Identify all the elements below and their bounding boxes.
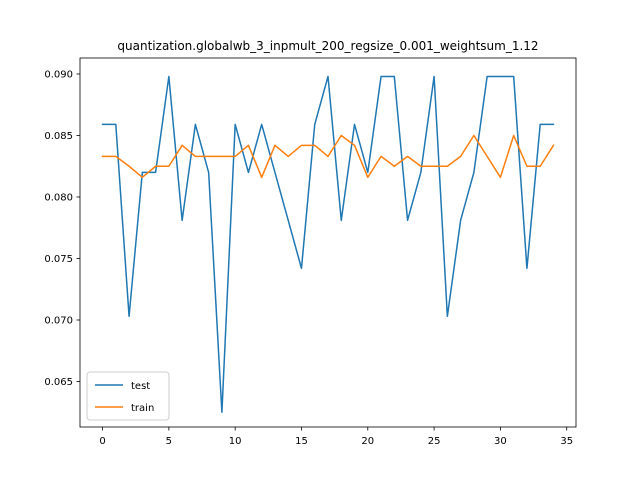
legend-box (86, 371, 170, 421)
x-tick-label: 10 (229, 436, 242, 447)
y-tick-label: 0.080 (44, 192, 73, 203)
plot-frame (79, 57, 577, 428)
x-tick-label: 20 (361, 436, 374, 447)
series-line-test (101, 75, 555, 413)
series-line-train (101, 134, 555, 179)
legend-label-test: test (131, 381, 150, 392)
y-tick-label: 0.070 (44, 315, 73, 326)
y-axis: 0.065 0.070 0.075 0.080 0.085 0.090 (44, 69, 80, 388)
y-tick-label: 0.075 (44, 254, 73, 265)
legend-label-train: train (131, 403, 154, 414)
x-tick-label: 15 (295, 436, 308, 447)
chart-title: quantization.globalwb_3_inpmult_200_regs… (117, 39, 538, 53)
legend: test train (86, 371, 170, 421)
y-tick-label: 0.065 (44, 377, 73, 388)
x-tick-label: 25 (428, 436, 441, 447)
x-tick-label: 0 (99, 436, 105, 447)
x-tick-label: 35 (560, 436, 573, 447)
x-tick-label: 5 (166, 436, 172, 447)
series-layer (101, 75, 555, 413)
y-tick-label: 0.090 (44, 69, 73, 80)
x-axis: 0 5 10 15 20 25 30 35 (99, 427, 573, 447)
y-tick-label: 0.085 (44, 131, 73, 142)
x-tick-label: 30 (494, 436, 507, 447)
